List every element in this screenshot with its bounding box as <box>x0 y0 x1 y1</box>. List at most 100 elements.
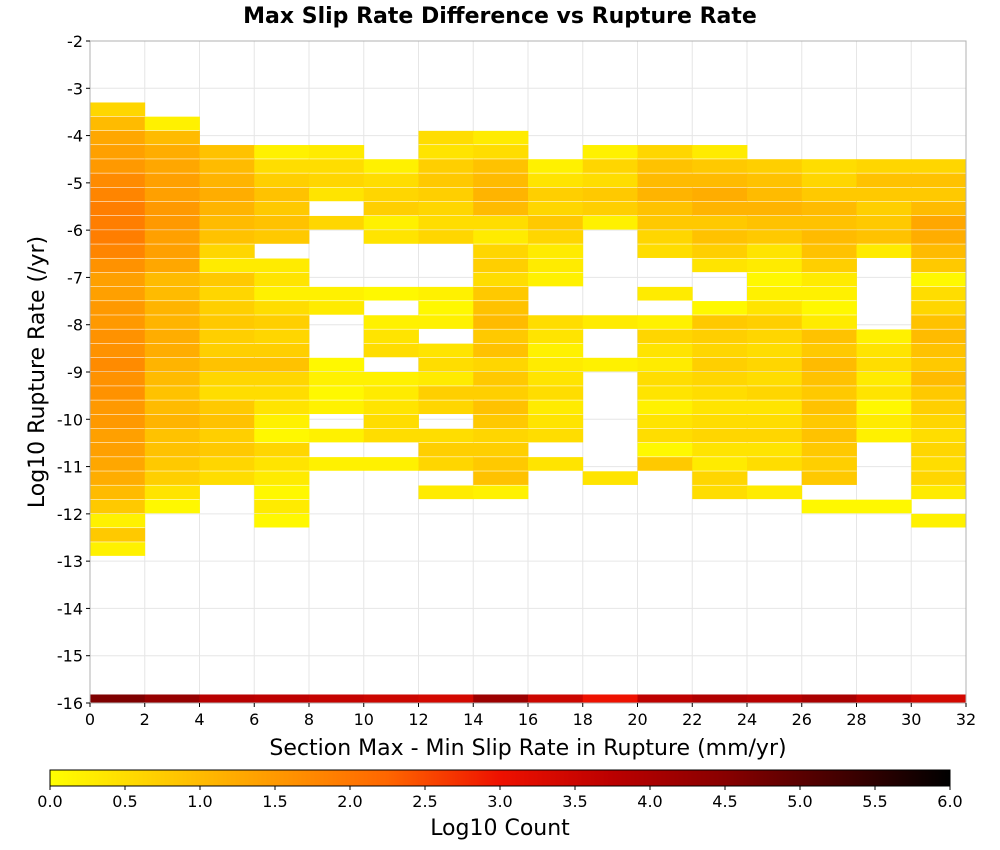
heatmap-cell <box>90 499 146 514</box>
heatmap-cell <box>747 315 803 329</box>
heatmap-cell <box>911 173 967 188</box>
heatmap-cell <box>911 315 967 329</box>
heatmap-cell <box>692 386 748 400</box>
heatmap-cell <box>90 471 146 485</box>
heatmap-cell <box>90 145 146 159</box>
heatmap-cell <box>856 386 912 400</box>
heatmap-cell <box>692 400 748 415</box>
heatmap-cell <box>473 272 529 287</box>
heatmap-cell <box>254 400 310 415</box>
heatmap-cell <box>692 485 748 500</box>
heatmap-cell <box>692 258 748 273</box>
heatmap-cell <box>254 159 310 173</box>
heatmap-cell <box>911 272 967 287</box>
heatmap-cell <box>637 187 693 202</box>
heatmap-cell <box>363 230 419 244</box>
heatmap-cell <box>199 159 255 173</box>
heatmap-cell <box>801 315 857 329</box>
heatmap-cell <box>747 343 803 358</box>
heatmap-cell <box>856 357 912 372</box>
heatmap-cell <box>801 386 857 400</box>
heatmap-cell <box>90 102 146 117</box>
heatmap-cells <box>90 102 967 703</box>
heatmap-cell <box>199 357 255 372</box>
heatmap-cell <box>747 173 803 188</box>
heatmap-cell <box>637 457 693 471</box>
heatmap-cell <box>363 343 419 358</box>
colorbar-tick-label: 2.5 <box>412 792 437 811</box>
y-tick-label: -11 <box>57 458 83 477</box>
heatmap-cell <box>144 315 200 329</box>
heatmap-cell <box>144 485 200 500</box>
x-tick-label: 2 <box>140 710 150 729</box>
heatmap-cell <box>692 301 748 315</box>
heatmap-cell <box>144 400 200 415</box>
heatmap-cell <box>911 457 967 471</box>
heatmap-cell <box>692 471 748 485</box>
x-tick-label: 28 <box>846 710 866 729</box>
heatmap-cell <box>309 386 365 400</box>
colorbar-tick-label: 2.0 <box>337 792 362 811</box>
heatmap-cell <box>418 372 474 386</box>
y-tick-label: -15 <box>57 647 83 666</box>
heatmap-cell <box>911 400 967 415</box>
heatmap-cell <box>747 694 803 703</box>
chart-title: Max Slip Rate Difference vs Rupture Rate <box>243 4 757 29</box>
heatmap-cell <box>473 442 529 457</box>
heatmap-cell <box>692 442 748 457</box>
heatmap-cell <box>418 215 474 230</box>
colorbar-tick-label: 1.5 <box>262 792 287 811</box>
heatmap-cell <box>363 187 419 202</box>
heatmap-cell <box>473 315 529 329</box>
heatmap-cell <box>254 414 310 429</box>
heatmap-cell <box>856 230 912 244</box>
heatmap-cell <box>309 400 365 415</box>
colorbar-tick-label: 1.0 <box>187 792 212 811</box>
heatmap-cell <box>254 428 310 443</box>
heatmap-cell <box>90 457 146 471</box>
heatmap-cell <box>254 499 310 514</box>
heatmap-cell <box>309 301 365 315</box>
heatmap-cell <box>801 400 857 415</box>
heatmap-cell <box>747 272 803 287</box>
heatmap-cell <box>747 258 803 273</box>
heatmap-cell <box>801 414 857 429</box>
colorbar-tick-label: 5.0 <box>787 792 812 811</box>
heatmap-cell <box>144 694 200 703</box>
x-tick-label: 16 <box>518 710 538 729</box>
heatmap-cell <box>199 329 255 344</box>
heatmap-cell <box>856 694 912 703</box>
heatmap-cell <box>144 499 200 514</box>
heatmap-cell <box>418 159 474 173</box>
heatmap-cell <box>90 694 146 703</box>
heatmap-cell <box>473 130 529 145</box>
heatmap-cell <box>911 471 967 485</box>
heatmap-cell <box>637 173 693 188</box>
x-tick-label: 22 <box>682 710 702 729</box>
heatmap-cell <box>254 329 310 344</box>
y-tick-label: -10 <box>57 410 83 429</box>
y-tick-label: -14 <box>57 599 83 618</box>
heatmap-cell <box>144 173 200 188</box>
heatmap-cell <box>90 400 146 415</box>
heatmap-cell <box>473 187 529 202</box>
colorbar <box>49 769 951 787</box>
heatmap-cell <box>637 315 693 329</box>
heatmap-cell <box>911 442 967 457</box>
colorbar-tick-label: 4.0 <box>637 792 662 811</box>
heatmap-cell <box>692 159 748 173</box>
heatmap-cell <box>418 442 474 457</box>
heatmap-cell <box>747 485 803 500</box>
heatmap-cell <box>90 187 146 202</box>
heatmap-cell <box>528 215 584 230</box>
heatmap-cell <box>309 372 365 386</box>
heatmap-cell <box>801 215 857 230</box>
heatmap-cell <box>309 428 365 443</box>
heatmap-cell <box>144 329 200 344</box>
heatmap-cell <box>473 428 529 443</box>
heatmap-cell <box>254 315 310 329</box>
heatmap-cell <box>692 230 748 244</box>
heatmap-cell <box>90 485 146 500</box>
heatmap-cell <box>418 173 474 188</box>
heatmap-cell <box>911 159 967 173</box>
